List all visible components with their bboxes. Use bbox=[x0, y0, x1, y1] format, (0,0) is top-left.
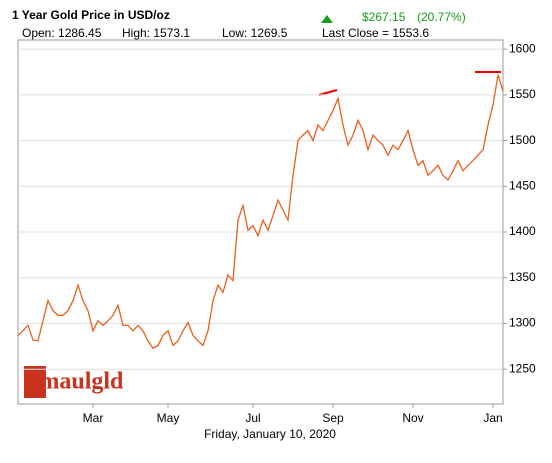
y-tick-label: 1450 bbox=[509, 179, 536, 193]
low: Low: 1269.5 bbox=[222, 26, 288, 40]
x-tick-label: Jan bbox=[483, 411, 502, 425]
high-marker bbox=[318, 89, 338, 96]
open: Open: 1286.45 bbox=[22, 26, 102, 40]
logo-box bbox=[24, 366, 46, 398]
x-tick-label: Sep bbox=[322, 411, 344, 425]
y-tick-label: 1350 bbox=[509, 270, 536, 284]
change: $267.15 bbox=[362, 10, 406, 24]
x-tick-label: Mar bbox=[83, 411, 104, 425]
price-line bbox=[17, 74, 504, 350]
logo: Smaulgld bbox=[26, 369, 124, 395]
high: High: 1573.1 bbox=[122, 26, 190, 40]
x-tick-label: Nov bbox=[402, 411, 423, 425]
y-tick-label: 1400 bbox=[509, 224, 536, 238]
last-close: Last Close = 1553.6 bbox=[322, 26, 429, 40]
y-tick-label: 1550 bbox=[509, 87, 536, 101]
y-tick-label: 1600 bbox=[509, 41, 536, 55]
chart-title: 1 Year Gold Price in USD/oz bbox=[12, 8, 170, 22]
y-tick-label: 1500 bbox=[509, 133, 536, 147]
plot-frame bbox=[17, 39, 504, 405]
x-axis-label: Friday, January 10, 2020 bbox=[204, 427, 336, 441]
x-tick-label: Jul bbox=[245, 411, 260, 425]
change-pct: (20.77%) bbox=[417, 10, 466, 24]
y-tick-label: 1300 bbox=[509, 316, 536, 330]
x-tick-label: May bbox=[157, 411, 180, 425]
y-tick-label: 1250 bbox=[509, 361, 536, 375]
up-arrow bbox=[321, 15, 333, 23]
